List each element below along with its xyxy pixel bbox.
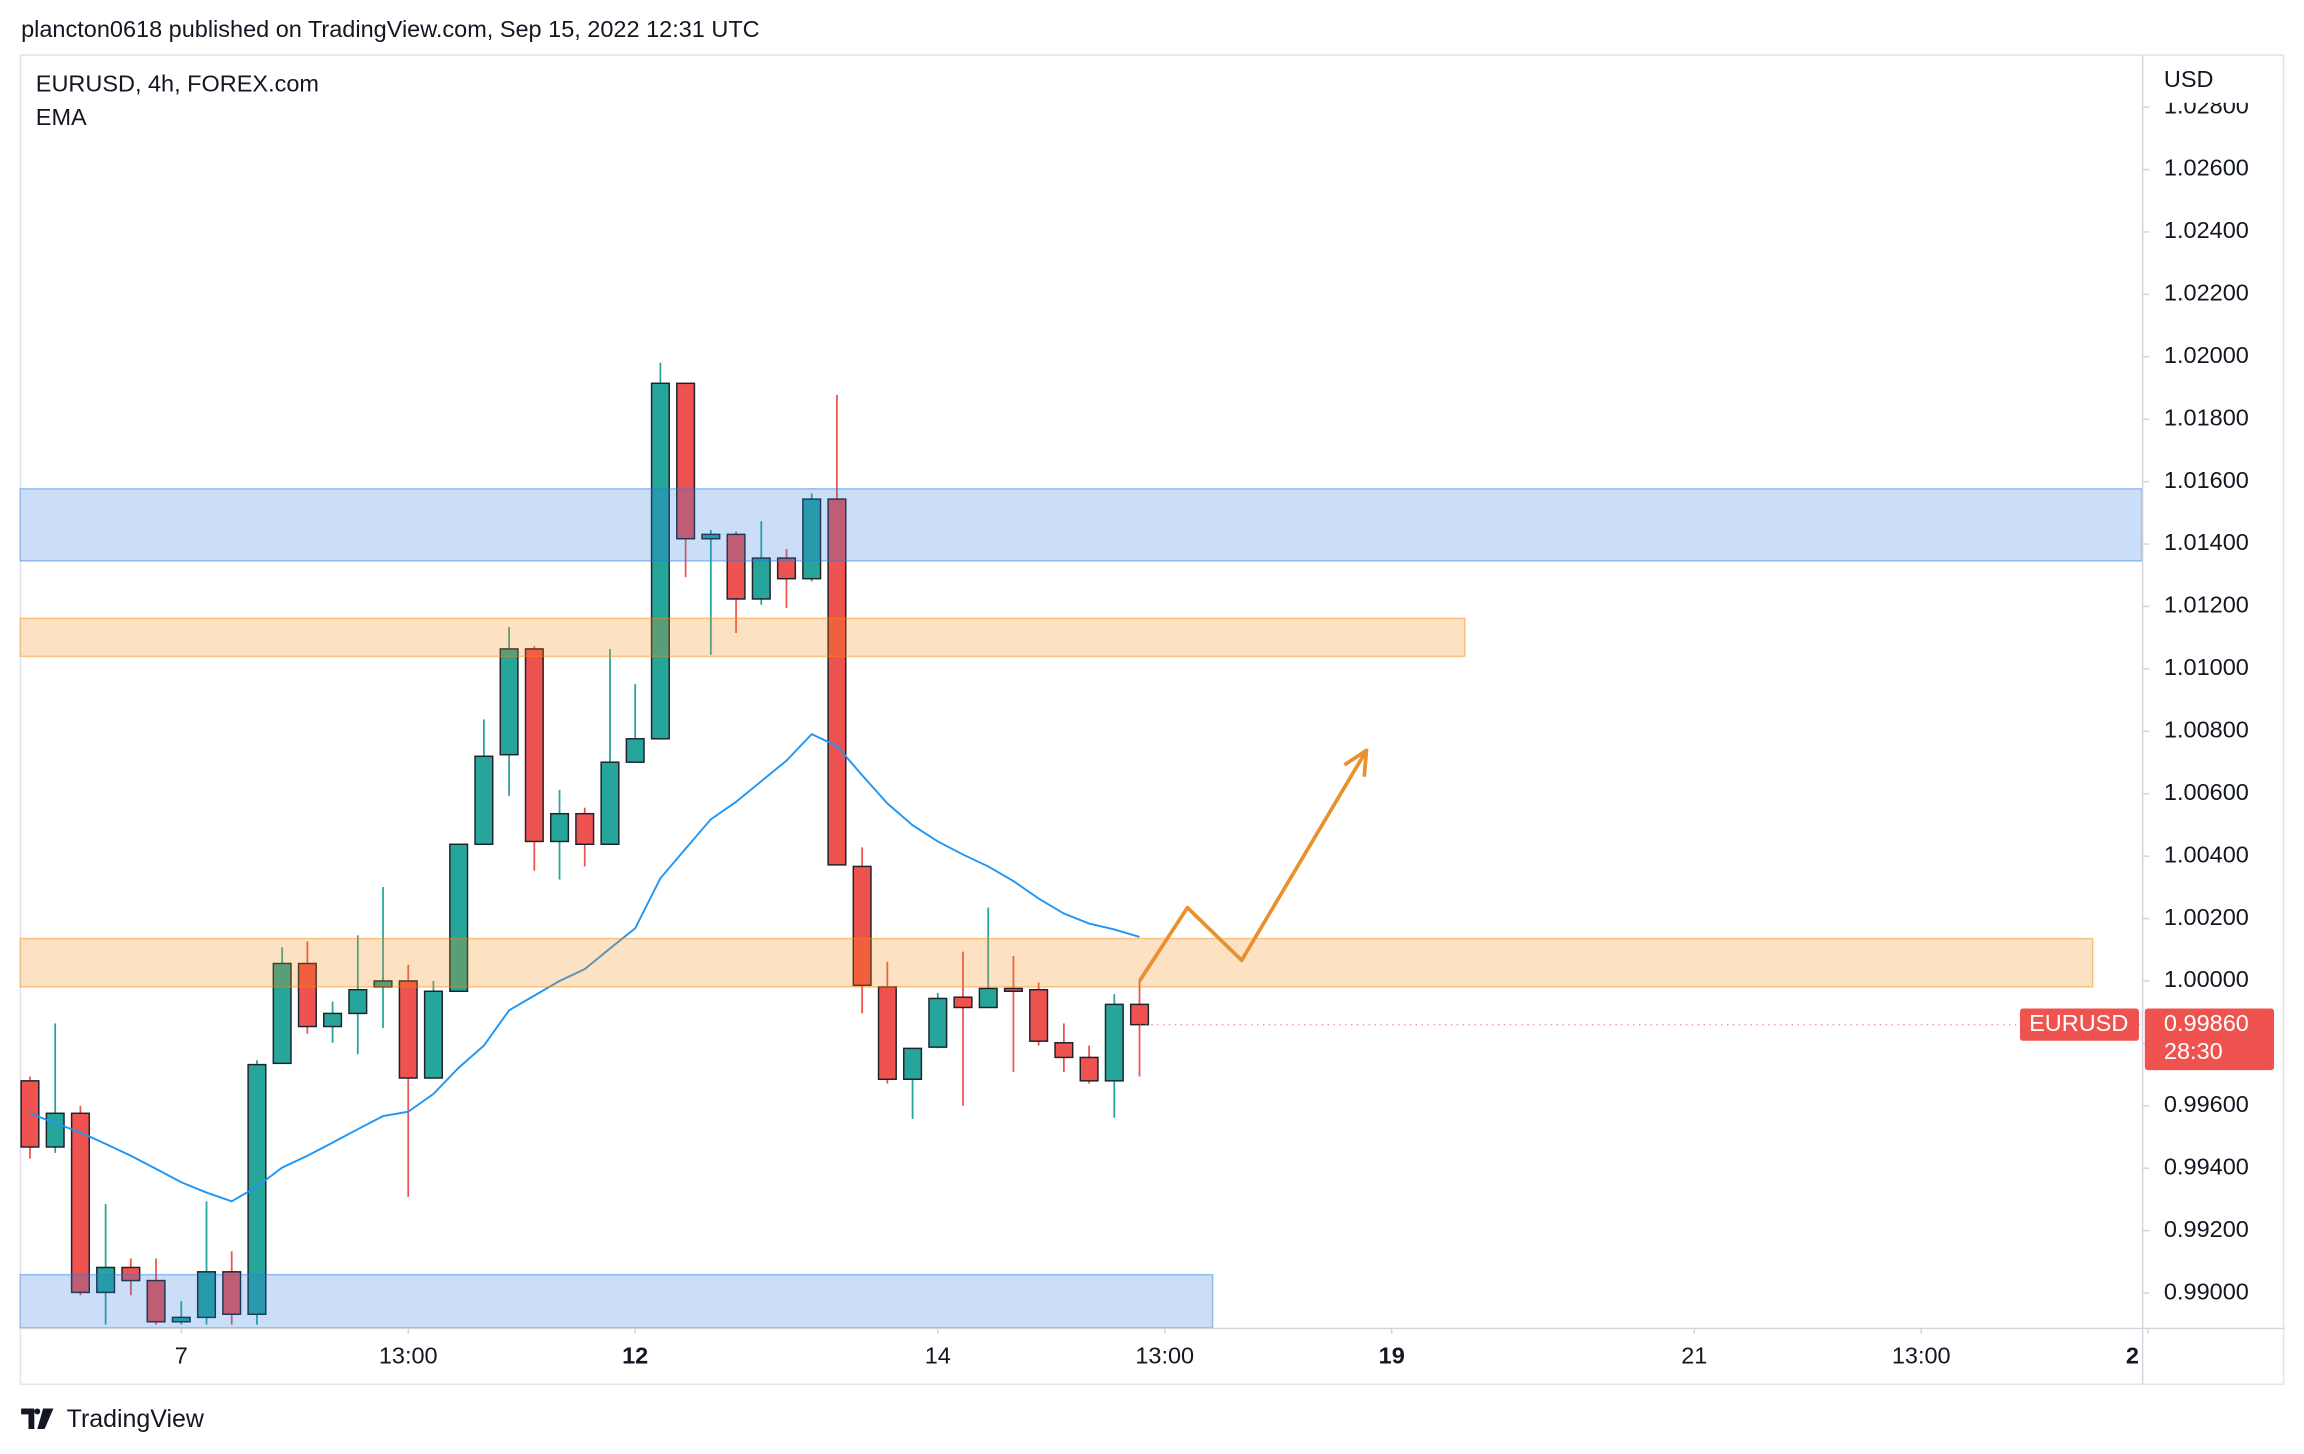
ema-line <box>29 732 1140 1203</box>
y-tick-label: 1.01000 <box>2164 654 2249 680</box>
candle-body <box>827 498 847 866</box>
forecast-arrow <box>1137 749 1369 982</box>
y-tick-label: 1.01200 <box>2164 592 2249 618</box>
zone <box>19 617 1466 658</box>
y-tick-label: 0.99000 <box>2164 1278 2249 1304</box>
x-tick-label: 2 <box>2126 1342 2139 1368</box>
candle-body <box>373 980 393 988</box>
candle-body <box>449 843 469 992</box>
logo-icon <box>21 1408 54 1430</box>
header-title: plancton0618 published on TradingView.co… <box>21 16 760 42</box>
candle-body <box>676 382 696 540</box>
candle-body <box>398 980 418 1079</box>
candle-body <box>247 1063 267 1316</box>
y-tick-label: 0.99600 <box>2164 1091 2249 1117</box>
price-tag <box>2144 1008 2275 1071</box>
zone <box>19 1273 1214 1328</box>
candle-body <box>222 1271 242 1316</box>
y-tick-label: 1.00600 <box>2164 779 2249 805</box>
candle-body <box>474 755 494 846</box>
candle-body <box>928 997 948 1048</box>
axes: 0.990000.992000.994000.996000.998001.000… <box>175 92 2275 1368</box>
candle-body <box>1079 1056 1099 1082</box>
y-tick-label: 1.02600 <box>2164 155 2249 181</box>
countdown: 28:30 <box>2164 1038 2223 1064</box>
x-tick-label: 12 <box>622 1342 648 1368</box>
candle-body <box>272 962 292 1065</box>
zone <box>19 937 2094 988</box>
candle-body <box>953 996 973 1009</box>
x-tick-label: 21 <box>1681 1342 1707 1368</box>
zone <box>19 488 2142 562</box>
candle-body <box>776 557 797 580</box>
y-unit: USD <box>2164 66 2214 92</box>
candle-body <box>171 1316 191 1323</box>
price-tag-label: 0.99860 <box>2164 1010 2249 1036</box>
chart-title: EURUSD, 4h, FOREX.com <box>36 70 319 96</box>
y-tick-label: 1.00200 <box>2164 904 2249 930</box>
y-tick-label: 1.00800 <box>2164 716 2249 742</box>
candle-body <box>600 761 620 846</box>
x-tick-label: 13:00 <box>1135 1342 1194 1368</box>
candle-body <box>903 1047 923 1081</box>
candle-body <box>121 1266 141 1282</box>
candle-body <box>1104 1003 1124 1082</box>
unit-backdrop <box>2144 58 2283 103</box>
candle-body <box>499 648 519 756</box>
y-tick-label: 1.00000 <box>2164 966 2249 992</box>
candle-body <box>852 865 872 987</box>
candle-body <box>96 1266 116 1294</box>
candle-body <box>1029 988 1049 1042</box>
x-tick-label: 13:00 <box>1892 1342 1951 1368</box>
y-tick-label: 0.99400 <box>2164 1153 2249 1179</box>
candle-body <box>726 533 746 600</box>
candle-body <box>1003 987 1023 992</box>
candle-body <box>701 533 721 540</box>
candle-body <box>196 1271 217 1319</box>
candle-body <box>323 1012 343 1028</box>
brand-logo <box>21 1408 54 1430</box>
candle-body <box>1129 1003 1150 1026</box>
candle-body <box>575 812 595 846</box>
candle-body <box>146 1279 166 1323</box>
y-tick-label: 1.02400 <box>2164 217 2249 243</box>
candle-body <box>70 1112 90 1294</box>
x-tick-label: 7 <box>175 1342 188 1368</box>
candle-body <box>297 962 317 1028</box>
y-tick-label: 1.02200 <box>2164 280 2249 306</box>
x-tick-label: 13:00 <box>379 1342 438 1368</box>
candle-body <box>549 812 570 843</box>
candle-body <box>877 986 897 1081</box>
y-tick-label: 1.01800 <box>2164 404 2249 430</box>
candle-body <box>45 1112 65 1148</box>
x-tick-label: 19 <box>1379 1342 1405 1368</box>
plot <box>19 362 2142 1328</box>
brand: TradingView <box>67 1405 205 1433</box>
symbol-tag-label: EURUSD <box>2029 1010 2128 1036</box>
arrow-head <box>1343 748 1369 777</box>
candle-body <box>524 648 544 843</box>
candle-body <box>1054 1042 1074 1059</box>
symbol-tag <box>2019 1008 2139 1041</box>
indicator-label: EMA <box>36 104 87 130</box>
candle-body <box>978 987 998 1009</box>
y-tick-label: 1.01400 <box>2164 529 2249 555</box>
candle-body <box>348 988 368 1015</box>
candle-body <box>751 557 771 600</box>
candle-body <box>423 990 444 1079</box>
candle-body <box>802 498 822 580</box>
x-tick-label: 14 <box>925 1342 951 1368</box>
y-tick-label: 1.02000 <box>2164 342 2249 368</box>
chart-frame <box>19 54 2285 1385</box>
candle-body <box>650 382 670 740</box>
y-tick-label: 1.00400 <box>2164 841 2249 867</box>
y-tick-label: 1.01600 <box>2164 467 2249 493</box>
y-tick-label: 0.99200 <box>2164 1216 2249 1242</box>
candle-body <box>625 738 645 763</box>
